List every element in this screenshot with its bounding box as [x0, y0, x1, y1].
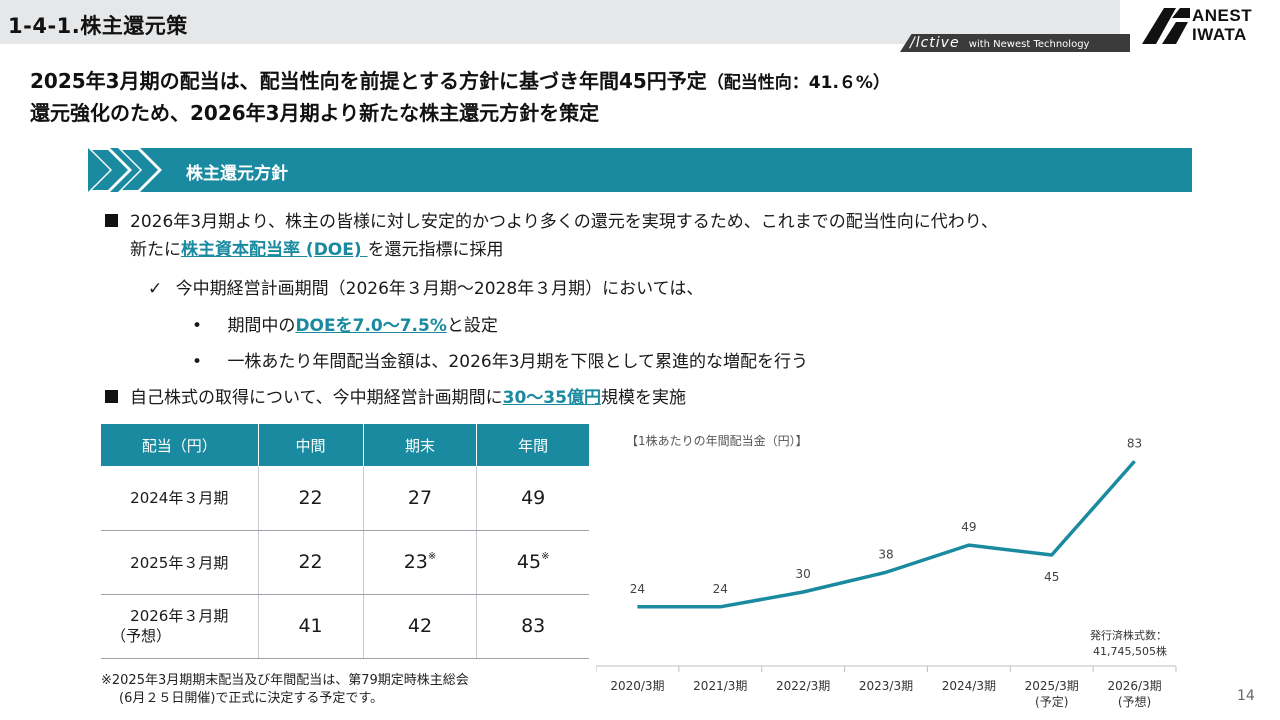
policy-bullet-buyback: 自己株式の取得について、今中期経営計画期間に30～35億円規模を実施 — [105, 386, 686, 410]
headline-line1-main: 2025年3月期の配当は、配当性向を前提とする方針に基づき年間45円予定 — [30, 69, 707, 93]
doe-link: 株主資本配当率 (DOE) — [181, 240, 368, 260]
footnote-line1: ※2025年3月期期末配当及び年間配当は、第79期定時株主総会 — [101, 673, 469, 688]
interim-cell: 41 — [258, 594, 364, 659]
x-tick-label: 2024/3期 — [942, 679, 996, 693]
tagline-text: with Newest Technology — [968, 39, 1090, 50]
policy-bullet-doe: 2026年3月期より、株主の皆様に対し安定的かつより多くの還元を実現するため、こ… — [105, 210, 998, 234]
data-label: 45 — [1044, 570, 1059, 584]
row-label-note: （予想） — [111, 627, 172, 645]
annual-value: 45 — [516, 551, 542, 573]
table-header-row: 配当（円） 中間 期末 年間 — [101, 424, 589, 466]
table-header: 中間 — [258, 424, 364, 466]
dot-bullet-icon: • — [192, 352, 203, 372]
table-row: 2025年３月期 22 23※ 45※ — [101, 530, 589, 595]
shares-value: 41,745,505株 — [1093, 645, 1167, 658]
policy-b1-pre: 新たに — [130, 240, 181, 260]
data-label: 83 — [1127, 436, 1142, 450]
logo-line1: ANEST — [1192, 6, 1253, 25]
final-cell: 42 — [363, 594, 478, 659]
data-label: 49 — [961, 520, 976, 534]
table-header: 配当（円） — [101, 424, 259, 466]
policy-b1-line1: 2026年3月期より、株主の皆様に対し安定的かつより多くの還元を実現するため、こ… — [130, 212, 999, 232]
policy-sub-progressive: • 一株あたり年間配当金額は、2026年3月期を下限として累進的な増配を行う — [192, 350, 808, 374]
table-row: 2024年３月期 22 27 49 — [101, 466, 589, 531]
final-value: 23 — [403, 551, 428, 573]
interim-cell: 22 — [258, 466, 364, 531]
dot-bullet-icon: • — [192, 316, 203, 336]
data-label: 30 — [796, 567, 811, 581]
row-label: 2026年３月期 （予想） — [101, 594, 259, 659]
series-line — [637, 460, 1136, 609]
final-cell: 27 — [363, 466, 478, 531]
logo-text: ANEST IWATA — [1192, 6, 1252, 44]
shares-label: 発行済株式数： — [1090, 629, 1167, 642]
x-tick-label: 2023/3期 — [859, 679, 913, 693]
policy-bullet-doe-line2: 新たに株主資本配当率 (DOE) を還元指標に採用 — [130, 238, 504, 262]
tagline-bar — [900, 34, 1130, 52]
double-chevron-icon — [88, 148, 162, 192]
final-cell: 23※ — [363, 530, 478, 595]
x-tick-label: 2021/3期 — [693, 679, 747, 693]
interim-cell: 22 — [258, 530, 364, 595]
x-tick-label: 2020/3期 — [610, 679, 664, 693]
annual-cell: 83 — [476, 594, 589, 659]
data-label: 24 — [713, 582, 728, 596]
dividend-line-chart: 24 24 30 38 49 45 83 2020/3期 2021/3期 2022/3期 2023/… — [596, 436, 1177, 709]
table-row: 2026年３月期 （予想） 41 42 83 — [101, 594, 589, 659]
policy-sub2-post: と設定 — [446, 316, 498, 336]
x-tick-label: 2022/3期 — [776, 679, 830, 693]
x-tick-note: (予定) — [1035, 694, 1068, 709]
policy-sub-period: ✓ 今中期経営計画期間（2026年３月期～2028年３月期）においては、 — [148, 277, 703, 301]
section-title: 1-4-1.株主還元策 — [8, 14, 188, 38]
tagline-brand: /lctive — [910, 35, 960, 51]
row-label-text: 2025年３月期 — [130, 553, 229, 572]
row-label-text: 2026年３月期 — [130, 607, 229, 625]
data-label: 38 — [878, 547, 893, 561]
policy-sub1: 今中期経営計画期間（2026年３月期～2028年３月期）においては、 — [175, 279, 704, 299]
headline: 2025年3月期の配当は、配当性向を前提とする方針に基づき年間45円予定（配当性… — [30, 66, 890, 128]
shares-outstanding: 発行済株式数： 41,745,505株 — [1090, 628, 1167, 660]
chart-title: 【1株あたりの年間配当金（円）】 — [626, 434, 808, 448]
policy-b2-pre: 自己株式の取得について、今中期経営計画期間に — [130, 388, 503, 408]
footnote-mark: ※ — [541, 551, 550, 562]
headline-line1: 2025年3月期の配当は、配当性向を前提とする方針に基づき年間45円予定（配当性… — [30, 66, 890, 98]
policy-sub3: 一株あたり年間配当金額は、2026年3月期を下限として累進的な増配を行う — [227, 352, 809, 372]
footnote: ※2025年3月期期末配当及び年間配当は、第79期定時株主総会 (6月２５日開催… — [101, 672, 469, 708]
policy-banner — [88, 148, 1192, 192]
headline-line2: 還元強化のため、2026年3月期より新たな株主還元方針を策定 — [30, 101, 600, 125]
row-label: 2025年３月期 — [101, 530, 259, 595]
check-icon: ✓ — [148, 279, 163, 299]
company-logo: ANEST IWATA — [1142, 4, 1272, 48]
tagline: /lctive with Newest Technology — [910, 34, 1130, 52]
dividend-table: 配当（円） 中間 期末 年間 2024年３月期 22 27 49 2025年３月… — [101, 424, 589, 659]
policy-b2-post: 規模を実施 — [600, 388, 686, 408]
policy-sub2-pre: 期間中の — [227, 316, 296, 336]
policy-sub-doe: • 期間中のDOEを7.0～7.5%と設定 — [192, 314, 498, 338]
footnote-line2: (6月２５日開催)で正式に決定する予定です。 — [119, 691, 384, 706]
headline-line1-note: （配当性向：41.６%） — [706, 73, 890, 93]
table-header: 期末 — [363, 424, 478, 466]
buyback-amount-link: 30～35億円 — [502, 388, 601, 408]
page-number: 14 — [1237, 688, 1255, 704]
x-tick-note: (予想) — [1118, 694, 1151, 709]
x-tick-label: 2026/3期 — [1107, 679, 1161, 693]
row-label-text: 2024年３月期 — [130, 489, 229, 508]
square-bullet-icon — [105, 390, 118, 403]
policy-b1-post: を還元指標に採用 — [367, 240, 504, 260]
logo-mark-icon — [1142, 8, 1190, 44]
x-tick-label: 2025/3期 — [1025, 679, 1079, 693]
square-bullet-icon — [105, 214, 118, 227]
row-label: 2024年３月期 — [101, 466, 259, 531]
table-header: 年間 — [476, 424, 589, 466]
doe-range-link: DOEを7.0～7.5% — [295, 316, 447, 336]
data-label: 24 — [630, 582, 645, 596]
annual-cell: 49 — [476, 466, 589, 531]
logo-line2: IWATA — [1192, 25, 1247, 44]
banner-title: 株主還元方針 — [186, 164, 288, 184]
footnote-mark: ※ — [427, 551, 437, 562]
annual-cell: 45※ — [476, 530, 589, 595]
